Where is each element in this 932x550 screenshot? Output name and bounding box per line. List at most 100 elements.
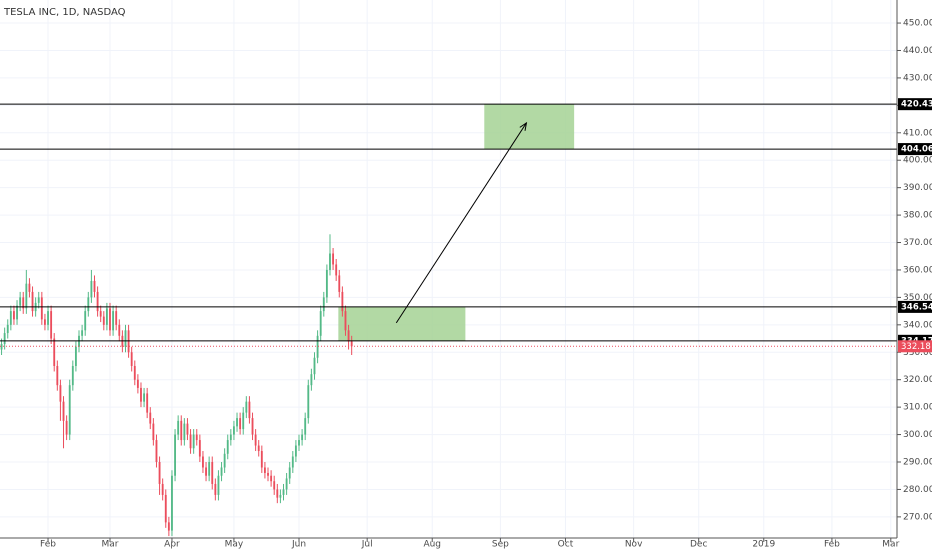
candle-body <box>105 308 108 325</box>
candle-body <box>251 418 254 435</box>
candle-body <box>288 467 291 479</box>
x-tick-label: 2019 <box>752 540 775 550</box>
y-tick-label: 310.00 <box>903 403 932 413</box>
grid <box>0 0 897 538</box>
candle-body <box>220 467 223 476</box>
candle-body <box>130 352 133 366</box>
candle-body <box>143 393 146 402</box>
candle-body <box>84 311 87 331</box>
axes: 270.00 280.00 290.00 300.00 310.00 320.00 330.… <box>40 19 932 550</box>
candle-body <box>310 374 313 386</box>
x-tick-label: Sep <box>492 540 509 550</box>
price-label: 346.54 <box>901 302 932 312</box>
candle-body <box>47 311 49 325</box>
candle-body <box>319 311 322 336</box>
plot <box>0 103 897 537</box>
candle-body <box>226 440 229 454</box>
candle-body <box>257 445 260 452</box>
chart-title: TESLA INC, 1D, NASDAQ <box>3 7 126 18</box>
candle-body <box>19 297 22 306</box>
candle-body <box>279 494 282 498</box>
candle-body <box>102 316 105 325</box>
x-tick-label: Oct <box>558 540 574 550</box>
candle-body <box>239 418 242 430</box>
y-tick-label: 350.00 <box>903 293 932 303</box>
candle-body <box>248 401 251 419</box>
candle-body <box>133 365 136 380</box>
candle-body <box>267 472 269 476</box>
candle-body <box>236 418 238 427</box>
candle-body <box>99 311 102 317</box>
candle-body <box>65 420 68 435</box>
y-tick-label: 430.00 <box>903 73 932 83</box>
candle-body <box>301 434 304 441</box>
candle-body <box>329 253 331 270</box>
candle-body <box>294 445 297 457</box>
candle-body <box>189 434 192 449</box>
candle-body <box>112 311 115 331</box>
last-price-box <box>898 340 932 353</box>
x-tick-label: Dec <box>690 540 707 550</box>
candle-body <box>263 467 266 473</box>
candle-body <box>13 311 15 320</box>
candle-body <box>332 253 335 265</box>
y-tick-label: 290.00 <box>903 458 932 468</box>
candle-body <box>53 338 56 366</box>
x-tick-label: Nov <box>625 540 643 550</box>
candle-body <box>74 346 77 366</box>
candle-body <box>273 481 276 490</box>
candle-body <box>31 291 34 312</box>
candle-body <box>313 357 316 375</box>
x-tick-label: Feb <box>824 540 840 550</box>
y-tick-label: 390.00 <box>903 183 932 193</box>
candle-body <box>341 291 344 312</box>
candle-body <box>208 462 211 476</box>
candle-body <box>245 401 248 413</box>
candle-body <box>167 522 170 531</box>
candle-body <box>56 365 59 386</box>
candle-body <box>164 494 167 523</box>
candle-body <box>118 324 121 336</box>
x-tick-label: Mar <box>102 540 119 550</box>
x-tick-label: Jul <box>361 540 373 550</box>
candle-body <box>149 412 152 424</box>
candle-body <box>229 434 232 441</box>
target-zone <box>484 104 575 150</box>
candle-body <box>146 393 149 413</box>
arrow-line <box>395 122 527 324</box>
candle-body <box>87 297 90 312</box>
candle-body <box>155 440 158 463</box>
candle-body <box>223 453 226 468</box>
candle-body <box>198 440 201 457</box>
candle-body <box>171 475 173 531</box>
candle-body <box>270 475 273 482</box>
candle-body <box>96 291 99 312</box>
target-zone <box>338 306 466 341</box>
candle-body <box>242 412 245 430</box>
candle-body <box>260 451 263 468</box>
arrow-head <box>519 121 528 131</box>
candle-body <box>338 275 341 292</box>
candle-body <box>322 297 325 312</box>
candle-body <box>90 280 93 298</box>
x-tick-label: Apr <box>164 540 180 550</box>
y-tick-label: 300.00 <box>903 430 932 440</box>
candle-body <box>43 319 46 325</box>
candle-body <box>192 434 195 449</box>
y-tick-label: 280.00 <box>903 485 932 495</box>
candle-body <box>282 489 285 495</box>
y-tick-label: 330.00 <box>903 348 932 358</box>
x-tick-label: Feb <box>40 540 56 550</box>
candle-body <box>68 385 71 435</box>
candle-body <box>186 423 189 435</box>
price-label-box <box>898 98 932 111</box>
candle-body <box>59 385 62 402</box>
candle-body <box>205 467 207 476</box>
y-tick-label: 270.00 <box>903 512 932 522</box>
candle-body <box>37 297 40 303</box>
candle-body <box>325 269 328 298</box>
y-tick-label: 440.00 <box>903 46 932 56</box>
candle-body <box>6 324 9 334</box>
candle-body <box>183 423 186 441</box>
